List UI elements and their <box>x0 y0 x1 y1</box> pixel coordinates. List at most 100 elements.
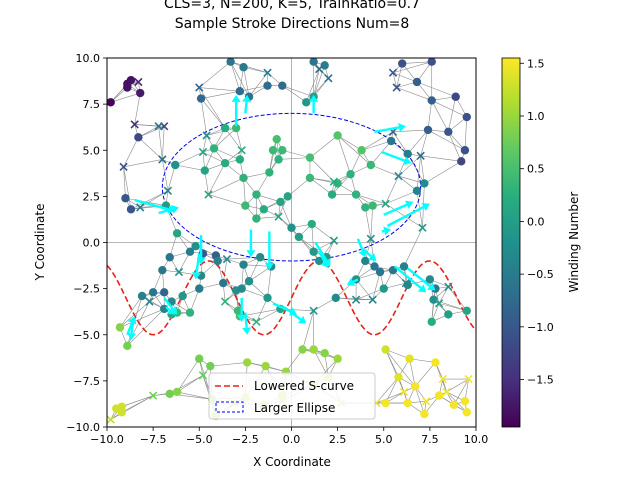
x-tick-label: −2.5 <box>232 433 259 446</box>
data-point-circle <box>420 179 429 188</box>
data-point-circle <box>241 201 250 210</box>
data-point-circle <box>200 166 209 175</box>
neighbor-edge <box>350 150 362 175</box>
data-point-x <box>388 68 398 77</box>
y-tick-label: 10.0 <box>76 52 101 65</box>
data-point-circle <box>410 382 420 391</box>
neighbor-edge <box>446 378 469 393</box>
stroke-arrow-shaft <box>360 247 372 258</box>
neighbor-edge <box>385 349 410 360</box>
data-point-circle <box>206 361 215 371</box>
data-point-circle <box>429 295 438 304</box>
data-point-x <box>263 68 272 77</box>
y-tick-label: 0.0 <box>83 237 101 250</box>
data-point-circle <box>244 277 254 286</box>
data-point-x <box>315 64 324 74</box>
neighbor-edge <box>376 376 399 404</box>
data-point-x <box>136 203 145 212</box>
neighbor-edge <box>123 159 163 168</box>
neighbor-edge <box>123 137 139 167</box>
stroke-arrow-head <box>383 226 392 236</box>
neighbor-edge <box>464 117 468 151</box>
neighbor-edge <box>285 349 303 372</box>
neighbor-edge <box>200 98 207 136</box>
colorbar-tick-label: 0.0 <box>527 215 545 228</box>
neighbor-edge <box>402 61 432 64</box>
data-point-x <box>202 131 211 140</box>
neighbor-edge <box>302 310 314 350</box>
data-point-circle <box>172 387 182 397</box>
x-tick-label: 5.0 <box>375 433 393 446</box>
stroke-arrow-shaft <box>134 198 169 211</box>
stroke-arrow-head <box>242 94 252 103</box>
neighbor-edge <box>385 203 423 228</box>
neighbor-edge <box>392 129 429 133</box>
data-point-circle <box>185 308 195 317</box>
data-point-circle <box>444 127 453 136</box>
neighbor-edge <box>110 92 141 103</box>
data-point-circle <box>165 253 174 262</box>
data-point-circle <box>158 265 167 275</box>
data-point-x <box>145 297 154 306</box>
data-point-circle <box>462 112 471 122</box>
data-point-x <box>119 162 128 172</box>
data-point-circle <box>115 323 125 332</box>
data-point-x <box>381 199 390 208</box>
data-point-x <box>434 299 444 308</box>
data-point-x <box>220 297 230 306</box>
data-point-x <box>130 120 139 129</box>
stroke-arrow-shaft <box>383 203 408 216</box>
data-point-circle <box>255 253 265 262</box>
neighbor-edge <box>243 177 246 206</box>
neighbor-edge <box>416 81 456 98</box>
neighbor-edge <box>119 295 143 328</box>
colorbar-tick-label: −1.0 <box>527 321 554 334</box>
data-point-circle <box>460 396 470 406</box>
data-point-circle <box>327 190 337 199</box>
stroke-arrow-shaft <box>318 251 327 263</box>
neighbor-edge <box>280 201 292 228</box>
legend-label-ellipse: Larger Ellipse <box>254 401 335 415</box>
data-point-x <box>399 387 409 397</box>
data-point-circle <box>209 144 219 153</box>
colorbar-tick-label: −0.5 <box>527 268 554 281</box>
neighbor-edge <box>370 164 399 177</box>
stroke-arrow-head <box>297 315 307 324</box>
neighbor-edge <box>409 358 416 387</box>
stroke-direction-arrows <box>126 94 436 341</box>
neighbor-edge <box>158 126 163 160</box>
data-point-circle <box>235 87 245 96</box>
data-point-x <box>222 254 232 264</box>
stroke-arrow-head <box>127 332 137 341</box>
data-point-circle <box>403 398 412 408</box>
neighbor-edge <box>298 236 320 262</box>
stroke-arrow-shaft <box>352 278 359 283</box>
neighbor-edge <box>392 131 408 155</box>
data-point-circle <box>331 293 340 303</box>
neighbor-edge <box>311 224 314 252</box>
data-point-x <box>401 278 411 288</box>
data-point-circle <box>171 160 180 170</box>
data-point-circle <box>272 134 281 144</box>
neighbor-edge <box>370 205 373 239</box>
data-point-circle <box>274 155 283 164</box>
stroke-arrow-shaft <box>374 126 400 133</box>
data-point-circle <box>196 94 206 103</box>
y-tick-label: −5.0 <box>73 329 100 342</box>
neighbor-edge <box>376 391 405 404</box>
data-point-circle <box>268 146 278 155</box>
stroke-arrow-head <box>246 250 256 258</box>
data-point-x <box>418 223 427 232</box>
data-point-circle <box>220 158 230 168</box>
data-point-circle <box>126 75 136 85</box>
data-point-circle <box>427 317 436 327</box>
neighbor-edge <box>431 288 436 322</box>
neighbor-edge <box>140 190 169 208</box>
stroke-arrow-shaft <box>195 253 201 273</box>
stroke-arrow-head <box>398 123 406 132</box>
neighbor-edge <box>200 98 226 129</box>
neighbor-edge <box>189 288 200 313</box>
neighbor-edge <box>396 87 432 101</box>
stroke-arrow-head <box>171 204 179 214</box>
data-point-x <box>442 387 451 397</box>
